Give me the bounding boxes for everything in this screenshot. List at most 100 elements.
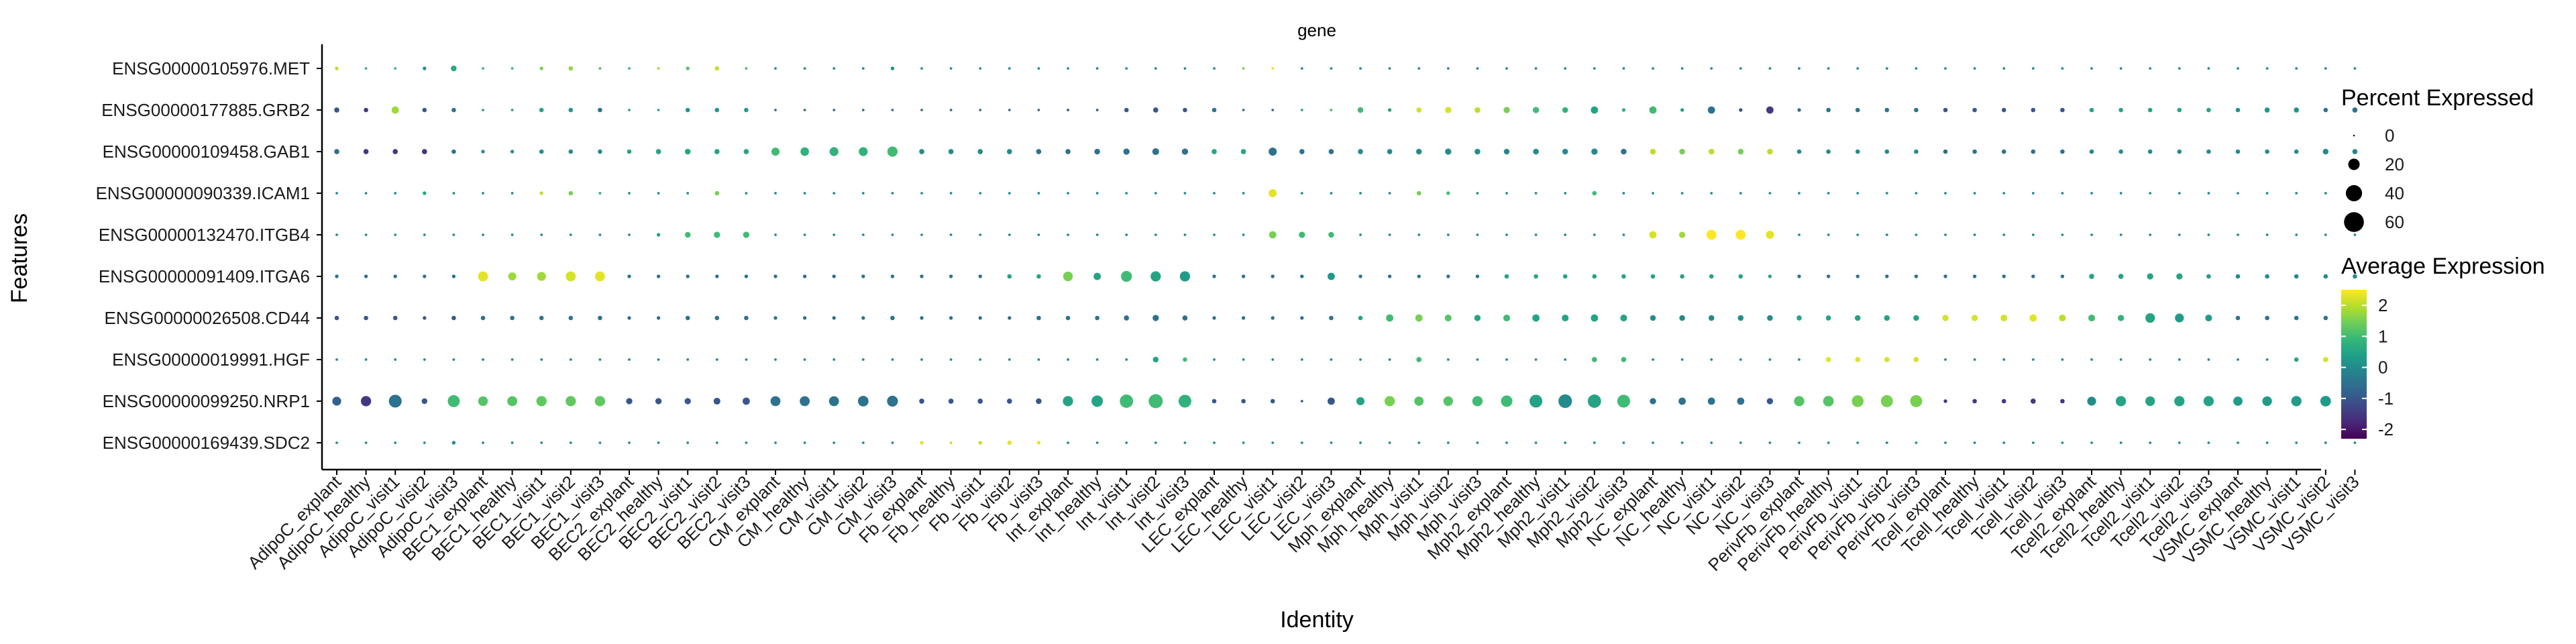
dot xyxy=(1183,67,1187,70)
dots xyxy=(332,65,2361,445)
dot xyxy=(2145,396,2155,407)
dot xyxy=(539,107,544,113)
dot xyxy=(1067,358,1069,361)
dot xyxy=(2295,233,2298,236)
dot xyxy=(1885,274,1889,278)
colorbar xyxy=(2341,290,2367,439)
dot xyxy=(1388,358,1391,361)
dot xyxy=(568,149,574,154)
dot xyxy=(2061,67,2064,70)
dot xyxy=(1592,191,1597,196)
dot xyxy=(628,192,631,195)
dot xyxy=(773,274,777,278)
size-key-dot xyxy=(2345,184,2363,202)
average-expression-legend-title: Average Expression xyxy=(2341,254,2545,279)
dot xyxy=(1766,398,1774,405)
dot xyxy=(335,192,338,195)
dot xyxy=(1242,67,1245,70)
dot xyxy=(743,231,750,238)
dot xyxy=(539,66,543,70)
dot xyxy=(1914,107,1919,113)
dot xyxy=(1095,315,1099,321)
dot xyxy=(1915,233,1918,236)
dot xyxy=(2262,396,2272,407)
dot xyxy=(1534,233,1538,236)
dot xyxy=(2031,149,2036,154)
dot xyxy=(1123,148,1130,155)
dot xyxy=(656,316,661,320)
dot xyxy=(1213,441,1216,444)
dot xyxy=(364,441,368,444)
dot xyxy=(2295,441,2298,444)
dot xyxy=(686,358,690,361)
dot xyxy=(1125,192,1128,195)
dot xyxy=(568,191,574,196)
dot xyxy=(1242,358,1245,361)
dot xyxy=(714,315,720,321)
dot xyxy=(1652,358,1654,361)
dot xyxy=(1827,233,1830,236)
dot xyxy=(388,394,402,408)
dot xyxy=(1534,441,1538,444)
dot xyxy=(2178,441,2181,444)
y-axis-title: Features xyxy=(7,213,32,303)
dot xyxy=(2118,274,2124,279)
dot xyxy=(1476,233,1479,236)
x-axis-ticks: AdipoC_explantAdipoC_healthyAdipoC_visit… xyxy=(244,470,2363,575)
dot xyxy=(2207,192,2210,195)
dot xyxy=(1241,316,1246,320)
dot xyxy=(1503,314,1511,322)
dot xyxy=(1150,271,1161,282)
dot xyxy=(598,441,602,444)
y-tick-label: ENSG00000091409.ITGA6 xyxy=(99,266,310,286)
y-tick-label: ENSG00000109458.GAB1 xyxy=(103,142,310,162)
dot xyxy=(569,441,572,444)
dot xyxy=(1505,67,1508,70)
dot xyxy=(1533,148,1539,155)
dot xyxy=(451,149,456,154)
dot xyxy=(1417,441,1421,444)
dot xyxy=(1710,67,1713,70)
dot xyxy=(1679,315,1685,321)
dot xyxy=(2237,192,2239,195)
dot xyxy=(1768,441,1772,444)
dot xyxy=(1125,67,1128,70)
dot xyxy=(1300,316,1304,320)
dot xyxy=(774,233,777,236)
dot xyxy=(421,398,428,405)
dot xyxy=(657,67,660,70)
dot xyxy=(1067,192,1069,195)
dot xyxy=(2294,274,2299,279)
dot xyxy=(1915,192,1918,195)
average-expression-legend: Average Expression 2 1 0 -1 -2 xyxy=(2341,254,2545,439)
dot xyxy=(1710,192,1713,195)
dot xyxy=(1271,316,1275,320)
size-key-dot xyxy=(2353,134,2355,137)
dot xyxy=(833,358,836,361)
dot xyxy=(2001,149,2006,154)
dot xyxy=(979,358,982,361)
dot xyxy=(1885,67,1888,70)
dot xyxy=(832,316,836,320)
dot xyxy=(1007,274,1012,279)
dot xyxy=(1095,441,1099,444)
dot xyxy=(655,398,662,405)
dot xyxy=(744,315,749,321)
dot xyxy=(1558,394,1572,409)
dot xyxy=(2002,441,2006,444)
dot xyxy=(2059,314,2066,322)
dot xyxy=(2235,149,2241,154)
dot xyxy=(2174,396,2185,407)
dot xyxy=(2061,192,2064,195)
dot xyxy=(1446,274,1450,278)
dot xyxy=(1621,274,1626,279)
dot xyxy=(364,192,368,195)
dot xyxy=(1913,357,1919,362)
dot xyxy=(1446,358,1450,361)
dot xyxy=(890,66,895,70)
dot xyxy=(1359,358,1362,361)
facet-strip-title: gene xyxy=(1297,20,1336,40)
dot xyxy=(452,192,455,195)
dot xyxy=(628,109,631,111)
dot xyxy=(1299,231,1305,238)
